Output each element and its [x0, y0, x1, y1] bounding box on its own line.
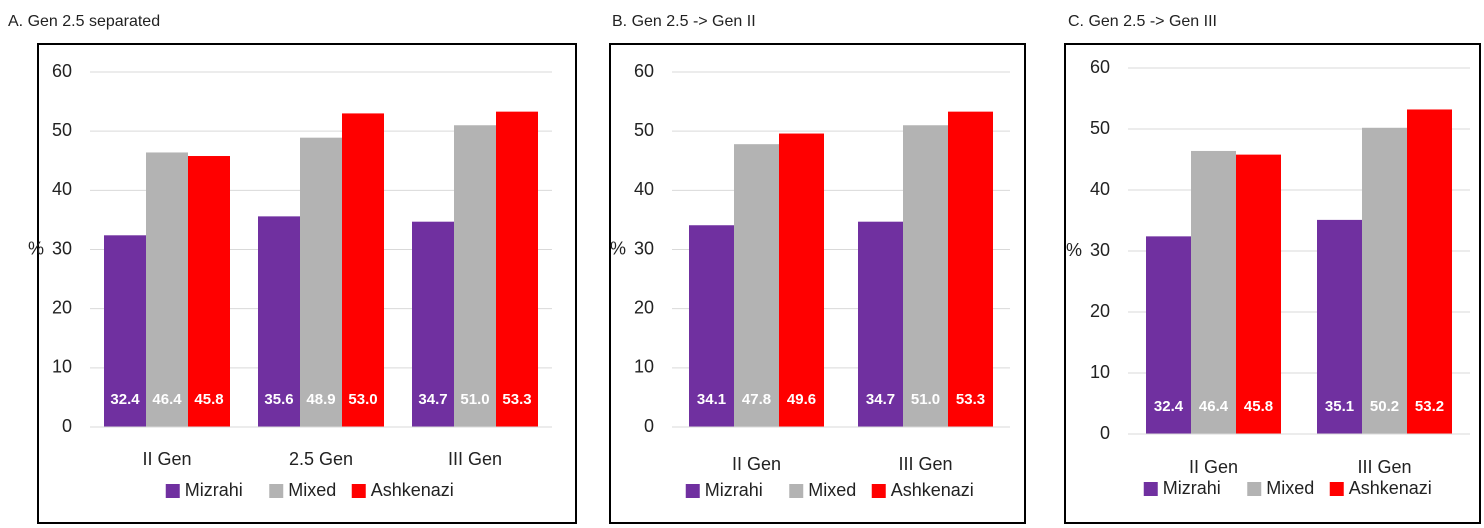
legend-swatch: [1329, 482, 1344, 496]
bar: [412, 221, 454, 427]
y-tick-label: 0: [644, 416, 654, 436]
y-tick-label: 0: [1100, 423, 1110, 443]
bar: [1407, 109, 1452, 434]
bar: [1146, 236, 1191, 434]
value-label: 34.7: [418, 391, 447, 408]
legend-label: Mizrahi: [705, 480, 763, 500]
value-label: 53.3: [956, 391, 985, 408]
value-label: 34.1: [697, 391, 726, 408]
bar: [1362, 127, 1407, 434]
chart-title: B. Gen 2.5 -> Gen II: [612, 13, 756, 30]
legend-label: Ashkenazi: [891, 480, 974, 500]
y-tick-label: 50: [1090, 118, 1110, 138]
legend-label: Mixed: [288, 480, 336, 500]
value-label: 49.6: [787, 391, 816, 408]
y-tick-label: 30: [52, 238, 72, 258]
value-label: 48.9: [306, 391, 335, 408]
x-tick-label: III Gen: [448, 449, 502, 469]
bar: [188, 156, 230, 427]
chart-title: C. Gen 2.5 -> Gen III: [1068, 13, 1217, 30]
bar: [1191, 150, 1236, 434]
value-label: 32.4: [1154, 398, 1184, 415]
value-label: 45.8: [194, 391, 223, 408]
x-tick-label: 2.5 Gen: [289, 449, 353, 469]
y-tick-label: 50: [52, 120, 72, 140]
y-axis-label: %: [1066, 240, 1082, 260]
y-tick-label: 20: [1090, 301, 1110, 321]
x-tick-label: III Gen: [898, 454, 952, 474]
legend-swatch: [871, 484, 886, 498]
y-tick-label: 50: [634, 120, 654, 140]
value-label: 35.6: [264, 391, 293, 408]
y-tick-label: 30: [634, 238, 654, 258]
y-tick-label: 40: [634, 179, 654, 199]
bar: [342, 113, 384, 428]
bar: [1317, 219, 1362, 434]
legend-label: Ashkenazi: [1349, 478, 1432, 498]
y-tick-label: 20: [634, 297, 654, 317]
y-tick-label: 10: [634, 357, 654, 377]
value-label: 51.0: [460, 391, 489, 408]
y-tick-label: 30: [1090, 240, 1110, 260]
x-tick-label: II Gen: [142, 449, 191, 469]
value-label: 34.7: [866, 391, 895, 408]
legend-swatch: [1247, 482, 1262, 496]
value-label: 50.2: [1370, 398, 1399, 415]
x-tick-label: II Gen: [1189, 457, 1238, 477]
bar: [779, 133, 824, 428]
value-label: 53.2: [1415, 398, 1444, 415]
legend-swatch: [269, 484, 284, 498]
bar: [734, 144, 779, 427]
value-label: 53.3: [502, 391, 531, 408]
x-tick-label: II Gen: [732, 454, 781, 474]
value-label: 35.1: [1325, 398, 1354, 415]
panel-border: [37, 43, 577, 524]
value-label: 46.4: [1199, 398, 1229, 415]
bar: [1236, 154, 1281, 434]
bar: [104, 235, 146, 427]
panel-border: [609, 43, 1026, 524]
bar: [858, 221, 903, 427]
bar: [948, 111, 993, 428]
legend-label: Ashkenazi: [371, 480, 454, 500]
y-axis-label: %: [28, 238, 44, 258]
y-tick-label: 60: [634, 61, 654, 81]
legend-label: Mizrahi: [1163, 478, 1221, 498]
legend-swatch: [165, 484, 180, 498]
y-tick-label: 10: [52, 357, 72, 377]
bar: [496, 111, 538, 428]
bar: [258, 216, 300, 427]
legend-swatch: [1143, 482, 1158, 496]
value-label: 51.0: [911, 391, 940, 408]
value-label: 47.8: [742, 391, 771, 408]
bar: [689, 225, 734, 427]
y-axis-label: %: [610, 238, 626, 258]
value-label: 53.0: [348, 391, 377, 408]
bar: [454, 125, 496, 427]
y-tick-label: 60: [1090, 57, 1110, 77]
panel-border: [1064, 43, 1481, 524]
y-tick-label: 20: [52, 297, 72, 317]
legend-swatch: [685, 484, 700, 498]
bar: [903, 125, 948, 427]
legend-label: Mizrahi: [185, 480, 243, 500]
y-tick-label: 60: [52, 61, 72, 81]
value-label: 45.8: [1244, 398, 1273, 415]
x-tick-label: III Gen: [1357, 457, 1411, 477]
legend-swatch: [351, 484, 366, 498]
legend-label: Mixed: [808, 480, 856, 500]
y-tick-label: 10: [1090, 362, 1110, 382]
y-tick-label: 40: [1090, 179, 1110, 199]
y-tick-label: 40: [52, 179, 72, 199]
value-label: 32.4: [110, 391, 140, 408]
legend-swatch: [789, 484, 804, 498]
chart-title: A. Gen 2.5 separated: [8, 13, 160, 30]
y-tick-label: 0: [62, 416, 72, 436]
legend-label: Mixed: [1266, 478, 1314, 498]
value-label: 46.4: [152, 391, 182, 408]
bar: [146, 152, 188, 427]
bar: [300, 137, 342, 428]
